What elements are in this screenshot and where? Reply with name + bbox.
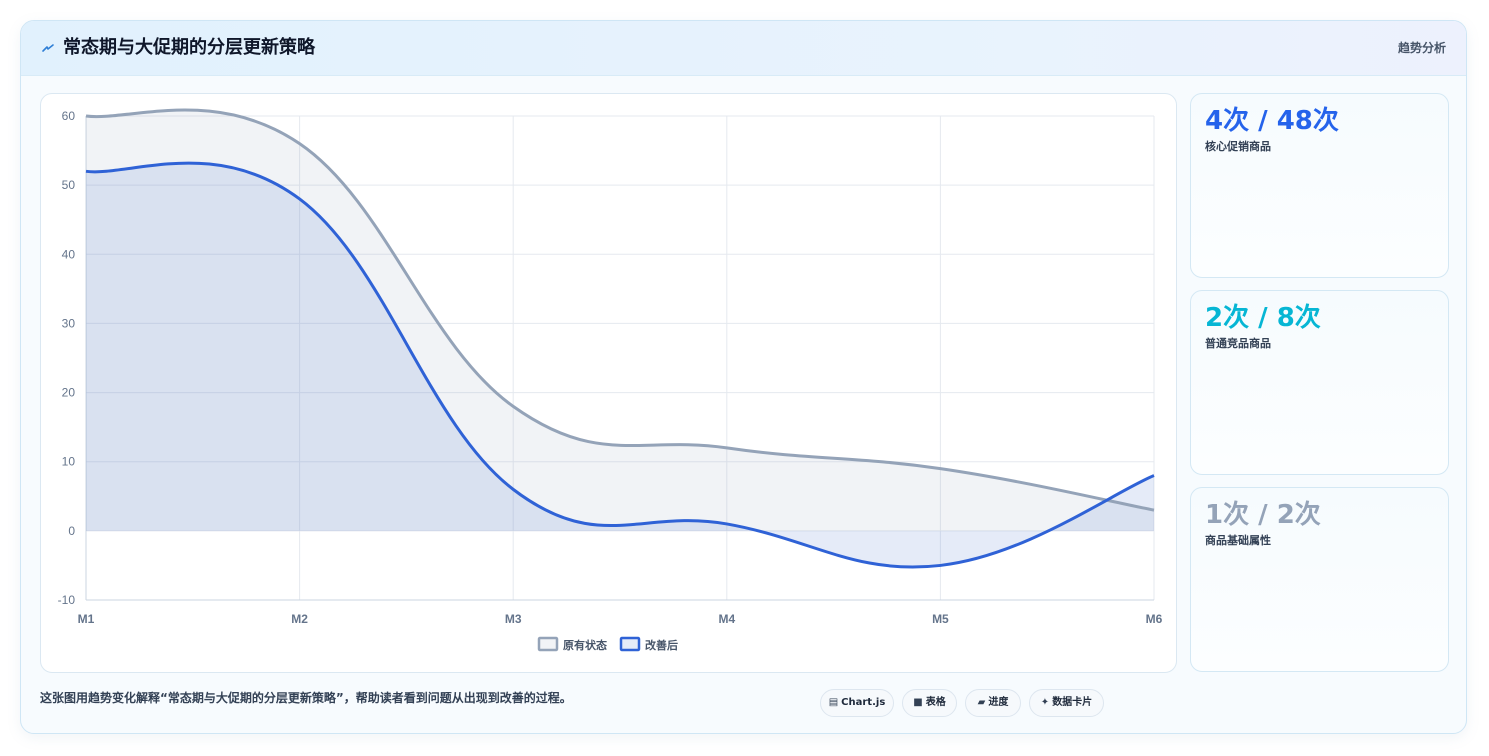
y-tick-label: -10	[58, 593, 76, 607]
badge-data-card[interactable]: ✦ 数据卡片	[1029, 689, 1104, 717]
series-line-0	[85, 108, 1155, 512]
stat-card-core: 4次 / 48次 核心促销商品	[1190, 93, 1449, 278]
legend-swatch	[619, 636, 641, 652]
badge-label: 表格	[925, 697, 946, 708]
chart-description: 这张图用趋势变化解释“常态期与大促期的分层更新策略”，帮助读者看到问题从出现到改…	[40, 691, 572, 705]
badge-chartjs[interactable]: ▤ Chart.js	[820, 689, 894, 717]
chart-panel: -10 0 10 20 30 40 50 60 M1 M2 M3 M4 M5 M6 原有状态 改善后	[40, 93, 1177, 673]
stat-card-basic: 1次 / 2次 商品基础属性	[1190, 487, 1449, 672]
legend-swatch	[537, 636, 559, 652]
x-tick-label: M5	[932, 612, 949, 626]
chart-card: 常态期与大促期的分层更新策略 趋势分析 -10 0 10 20 30 40 50 60 M1 M2…	[20, 20, 1467, 734]
series-line-1	[85, 161, 1155, 569]
badge-progress[interactable]: ▰ 进度	[965, 689, 1021, 717]
badge-table[interactable]: ■ 表格	[902, 689, 957, 717]
x-tick-label: M3	[505, 612, 522, 626]
stat-label: 普通竞品商品	[1205, 337, 1271, 350]
x-tick-label: M4	[718, 612, 735, 626]
x-tick-label: M6	[1146, 612, 1163, 626]
x-tick-label: M2	[291, 612, 308, 626]
y-tick-label: 0	[68, 524, 75, 538]
sparkle-icon: ✦	[1040, 697, 1050, 708]
stat-card-normal: 2次 / 8次 普通竞品商品	[1190, 290, 1449, 475]
badge-label: Chart.js	[841, 697, 886, 708]
lightning-icon	[42, 44, 54, 52]
table-icon: ■	[913, 697, 923, 708]
y-tick-label: 60	[62, 109, 76, 123]
header-tag: 趋势分析	[1397, 41, 1446, 55]
series-area-1	[86, 163, 1154, 568]
legend-label: 改善后	[645, 638, 678, 652]
y-tick-label: 20	[62, 386, 76, 400]
stat-label: 核心促销商品	[1205, 140, 1271, 153]
badge-label: 进度	[988, 697, 1009, 708]
y-tick-label: 30	[62, 316, 76, 330]
stat-value: 1次 / 2次	[1205, 500, 1321, 530]
page-title: 常态期与大促期的分层更新策略	[63, 37, 315, 58]
stat-value: 2次 / 8次	[1205, 303, 1321, 333]
stat-value: 4次 / 48次	[1205, 106, 1339, 136]
chart-icon: ▤	[828, 697, 839, 708]
legend-label: 原有状态	[563, 638, 607, 652]
y-tick-label: 10	[62, 455, 76, 469]
series-area-0	[86, 110, 1154, 531]
x-tick-label: M1	[78, 612, 95, 626]
badge-label: 数据卡片	[1052, 697, 1093, 708]
card-header: 常态期与大促期的分层更新策略 趋势分析	[21, 21, 1466, 76]
progress-icon: ▰	[977, 697, 986, 708]
y-tick-label: 40	[62, 247, 76, 261]
y-tick-label: 50	[62, 178, 76, 192]
area-chart: -10 0 10 20 30 40 50 60 M1 M2 M3 M4 M5 M6 原有状态 改善后	[58, 108, 1163, 652]
stat-label: 商品基础属性	[1205, 534, 1271, 547]
